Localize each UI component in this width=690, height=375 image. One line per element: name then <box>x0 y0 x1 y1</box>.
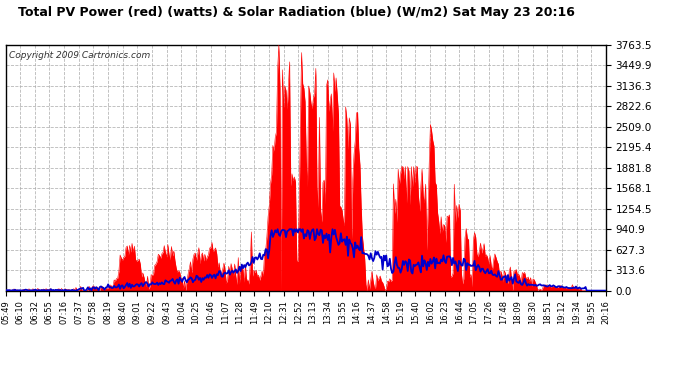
Text: Total PV Power (red) (watts) & Solar Radiation (blue) (W/m2) Sat May 23 20:16: Total PV Power (red) (watts) & Solar Rad… <box>18 6 575 19</box>
Text: Copyright 2009 Cartronics.com: Copyright 2009 Cartronics.com <box>8 51 150 60</box>
